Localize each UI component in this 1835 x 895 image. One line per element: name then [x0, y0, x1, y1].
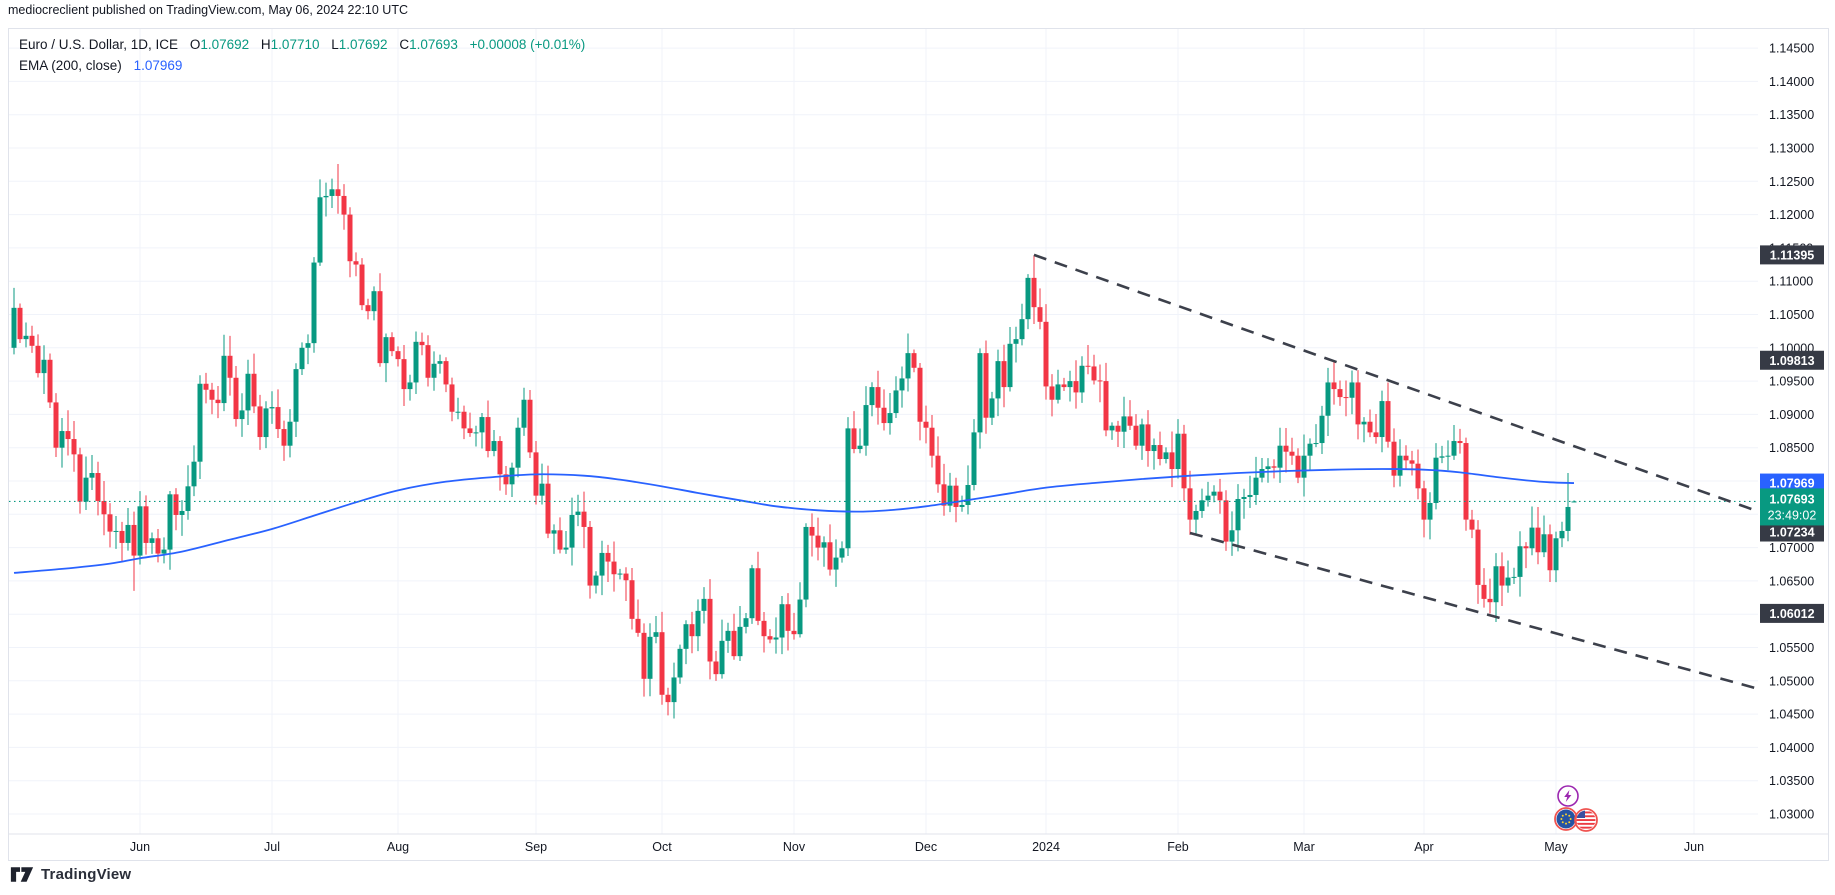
high-value: 1.07710: [270, 37, 320, 52]
svg-text:1.14000: 1.14000: [1769, 75, 1814, 89]
svg-text:1.10500: 1.10500: [1769, 308, 1814, 322]
close-value: 1.07693: [409, 37, 458, 52]
price-label-1.11395: 1.11395: [1760, 245, 1824, 265]
economic-event-lightning-icon[interactable]: [1557, 785, 1579, 807]
close-label: C: [399, 37, 410, 52]
svg-text:1.12000: 1.12000: [1769, 208, 1814, 222]
svg-text:Jul: Jul: [264, 840, 280, 854]
svg-text:1.11395: 1.11395: [1770, 248, 1815, 262]
chart-legend: Euro / U.S. Dollar, 1D, ICE O1.07692 H1.…: [19, 34, 585, 76]
svg-text:1.04000: 1.04000: [1769, 741, 1814, 755]
chart-frame: Euro / U.S. Dollar, 1D, ICE O1.07692 H1.…: [8, 28, 1829, 861]
svg-text:1.11000: 1.11000: [1769, 275, 1813, 289]
eu-flag-icon[interactable]: [1554, 807, 1578, 831]
price-label-1.07234: 1.07234: [1760, 522, 1824, 542]
tradingview-logo-text: TradingView: [41, 866, 132, 883]
candles-layer: [11, 163, 1577, 719]
svg-text:May: May: [1544, 840, 1568, 854]
svg-text:1.07969: 1.07969: [1769, 477, 1814, 491]
svg-text:Jun: Jun: [130, 840, 150, 854]
open-value: 1.07692: [200, 37, 250, 52]
attribution-text: mediocreclient published on TradingView.…: [8, 3, 408, 17]
svg-text:Apr: Apr: [1414, 840, 1433, 854]
svg-text:1.09000: 1.09000: [1769, 408, 1814, 422]
svg-text:Mar: Mar: [1293, 840, 1315, 854]
change-value: +0.00008 (+0.01%): [469, 37, 586, 52]
price-chart-canvas[interactable]: 1.03000 1.03500 1.04000 1.04500 1.05000 1.055…: [9, 29, 1828, 860]
grid-lines: [9, 29, 1758, 834]
svg-text:Dec: Dec: [915, 840, 937, 854]
svg-text:1.09500: 1.09500: [1769, 375, 1814, 389]
symbol-title[interactable]: Euro / U.S. Dollar, 1D, ICE: [19, 37, 179, 52]
svg-text:1.08500: 1.08500: [1769, 441, 1814, 455]
svg-text:1.07000: 1.07000: [1769, 541, 1814, 555]
trendline-upper[interactable]: [1033, 253, 1758, 513]
price-label-1.09813: 1.09813: [1760, 350, 1824, 370]
tradingview-logo[interactable]: TradingView: [10, 866, 131, 883]
svg-text:1.07234: 1.07234: [1769, 526, 1814, 540]
trendline-lower[interactable]: [1189, 531, 1759, 691]
svg-text:1.06500: 1.06500: [1769, 574, 1814, 588]
svg-text:Sep: Sep: [525, 840, 547, 854]
time-axis[interactable]: Jun Jul Aug Sep Oct Nov Dec 2024 Feb Mar Apr May Jun: [130, 840, 1704, 854]
economic-events[interactable]: [1554, 785, 1598, 832]
svg-text:1.12500: 1.12500: [1769, 175, 1814, 189]
svg-text:1.14500: 1.14500: [1769, 42, 1814, 56]
svg-text:2024: 2024: [1032, 840, 1060, 854]
price-label-1.07693: 1.07693 23:49:02: [1760, 488, 1824, 526]
price-axis-badges: 1.11395 1.09813 1.07234 1.06012 1.079691.076…: [1760, 245, 1824, 623]
svg-text:1.03000: 1.03000: [1769, 808, 1814, 822]
low-label: L: [331, 37, 339, 52]
open-label: O: [189, 37, 201, 52]
indicator-value: 1.07969: [133, 58, 183, 73]
svg-text:1.04500: 1.04500: [1769, 708, 1814, 722]
tradingview-logo-icon: [10, 867, 34, 882]
svg-text:1.07693: 1.07693: [1769, 492, 1814, 506]
price-label-1.06012: 1.06012: [1760, 603, 1824, 623]
svg-text:Oct: Oct: [652, 840, 672, 854]
price-axis[interactable]: 1.03000 1.03500 1.04000 1.04500 1.05000 1.055…: [1769, 42, 1814, 822]
svg-text:Aug: Aug: [387, 840, 409, 854]
high-label: H: [260, 37, 271, 52]
ema-line[interactable]: [13, 468, 1575, 574]
svg-text:1.09813: 1.09813: [1769, 354, 1814, 368]
indicator-legend-row[interactable]: EMA (200, close) 1.07969: [19, 55, 585, 76]
svg-text:Nov: Nov: [783, 840, 806, 854]
svg-text:1.03500: 1.03500: [1769, 774, 1814, 788]
svg-text:1.05500: 1.05500: [1769, 641, 1814, 655]
svg-text:1.05000: 1.05000: [1769, 674, 1814, 688]
us-flag-icon[interactable]: [1574, 808, 1598, 832]
price-label-1.07969: 1.07969: [1760, 473, 1824, 493]
svg-text:1.06012: 1.06012: [1769, 607, 1814, 621]
bar-countdown: 23:49:02: [1768, 508, 1817, 522]
svg-text:1.13500: 1.13500: [1769, 108, 1814, 122]
low-value: 1.07692: [338, 37, 388, 52]
svg-text:Feb: Feb: [1167, 840, 1189, 854]
svg-text:1.13000: 1.13000: [1769, 142, 1814, 156]
svg-text:Jun: Jun: [1684, 840, 1704, 854]
indicator-title[interactable]: EMA (200, close): [19, 58, 122, 73]
symbol-legend-row[interactable]: Euro / U.S. Dollar, 1D, ICE O1.07692 H1.…: [19, 34, 585, 55]
